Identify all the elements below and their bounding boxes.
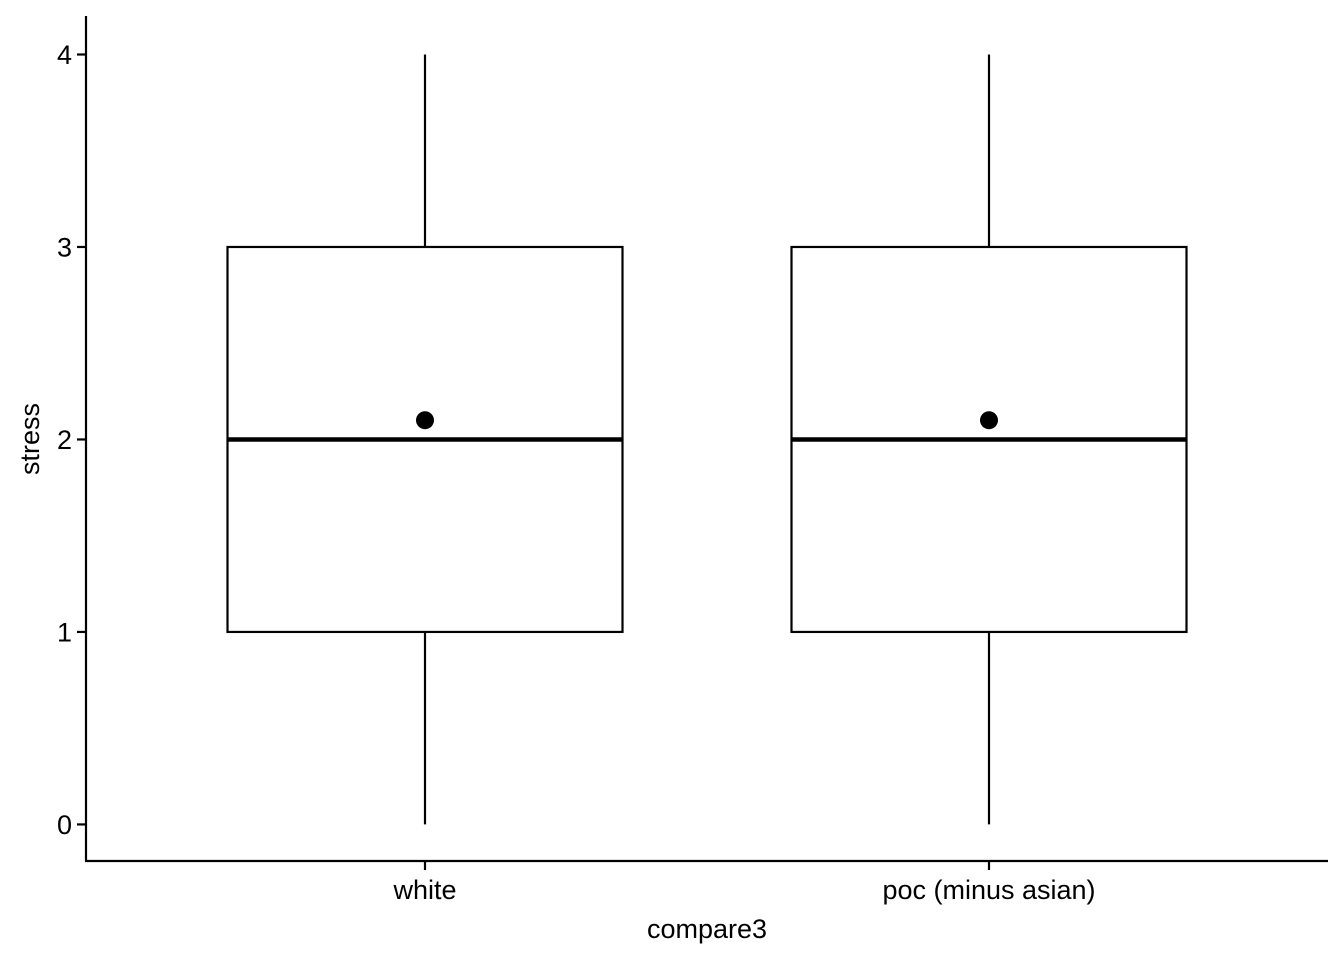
mean-point: [980, 411, 998, 430]
box-group: [790, 54, 1188, 825]
mean-point: [416, 411, 434, 430]
x-tick-label: poc (minus asian): [882, 875, 1095, 905]
x-axis-title: compare3: [647, 914, 767, 944]
y-tick-label: 1: [57, 617, 72, 647]
tick-marks: 0 1 2 3 4 white poc (minus asian): [57, 40, 1096, 905]
y-tick-label: 3: [57, 232, 72, 262]
x-tick-label: white: [392, 875, 456, 905]
box-group: [226, 54, 624, 825]
y-tick-label: 4: [57, 40, 72, 70]
y-tick-label: 0: [57, 810, 72, 840]
y-tick-label: 2: [57, 425, 72, 455]
y-axis-title: stress: [15, 403, 45, 475]
plot-area: [226, 54, 1188, 825]
